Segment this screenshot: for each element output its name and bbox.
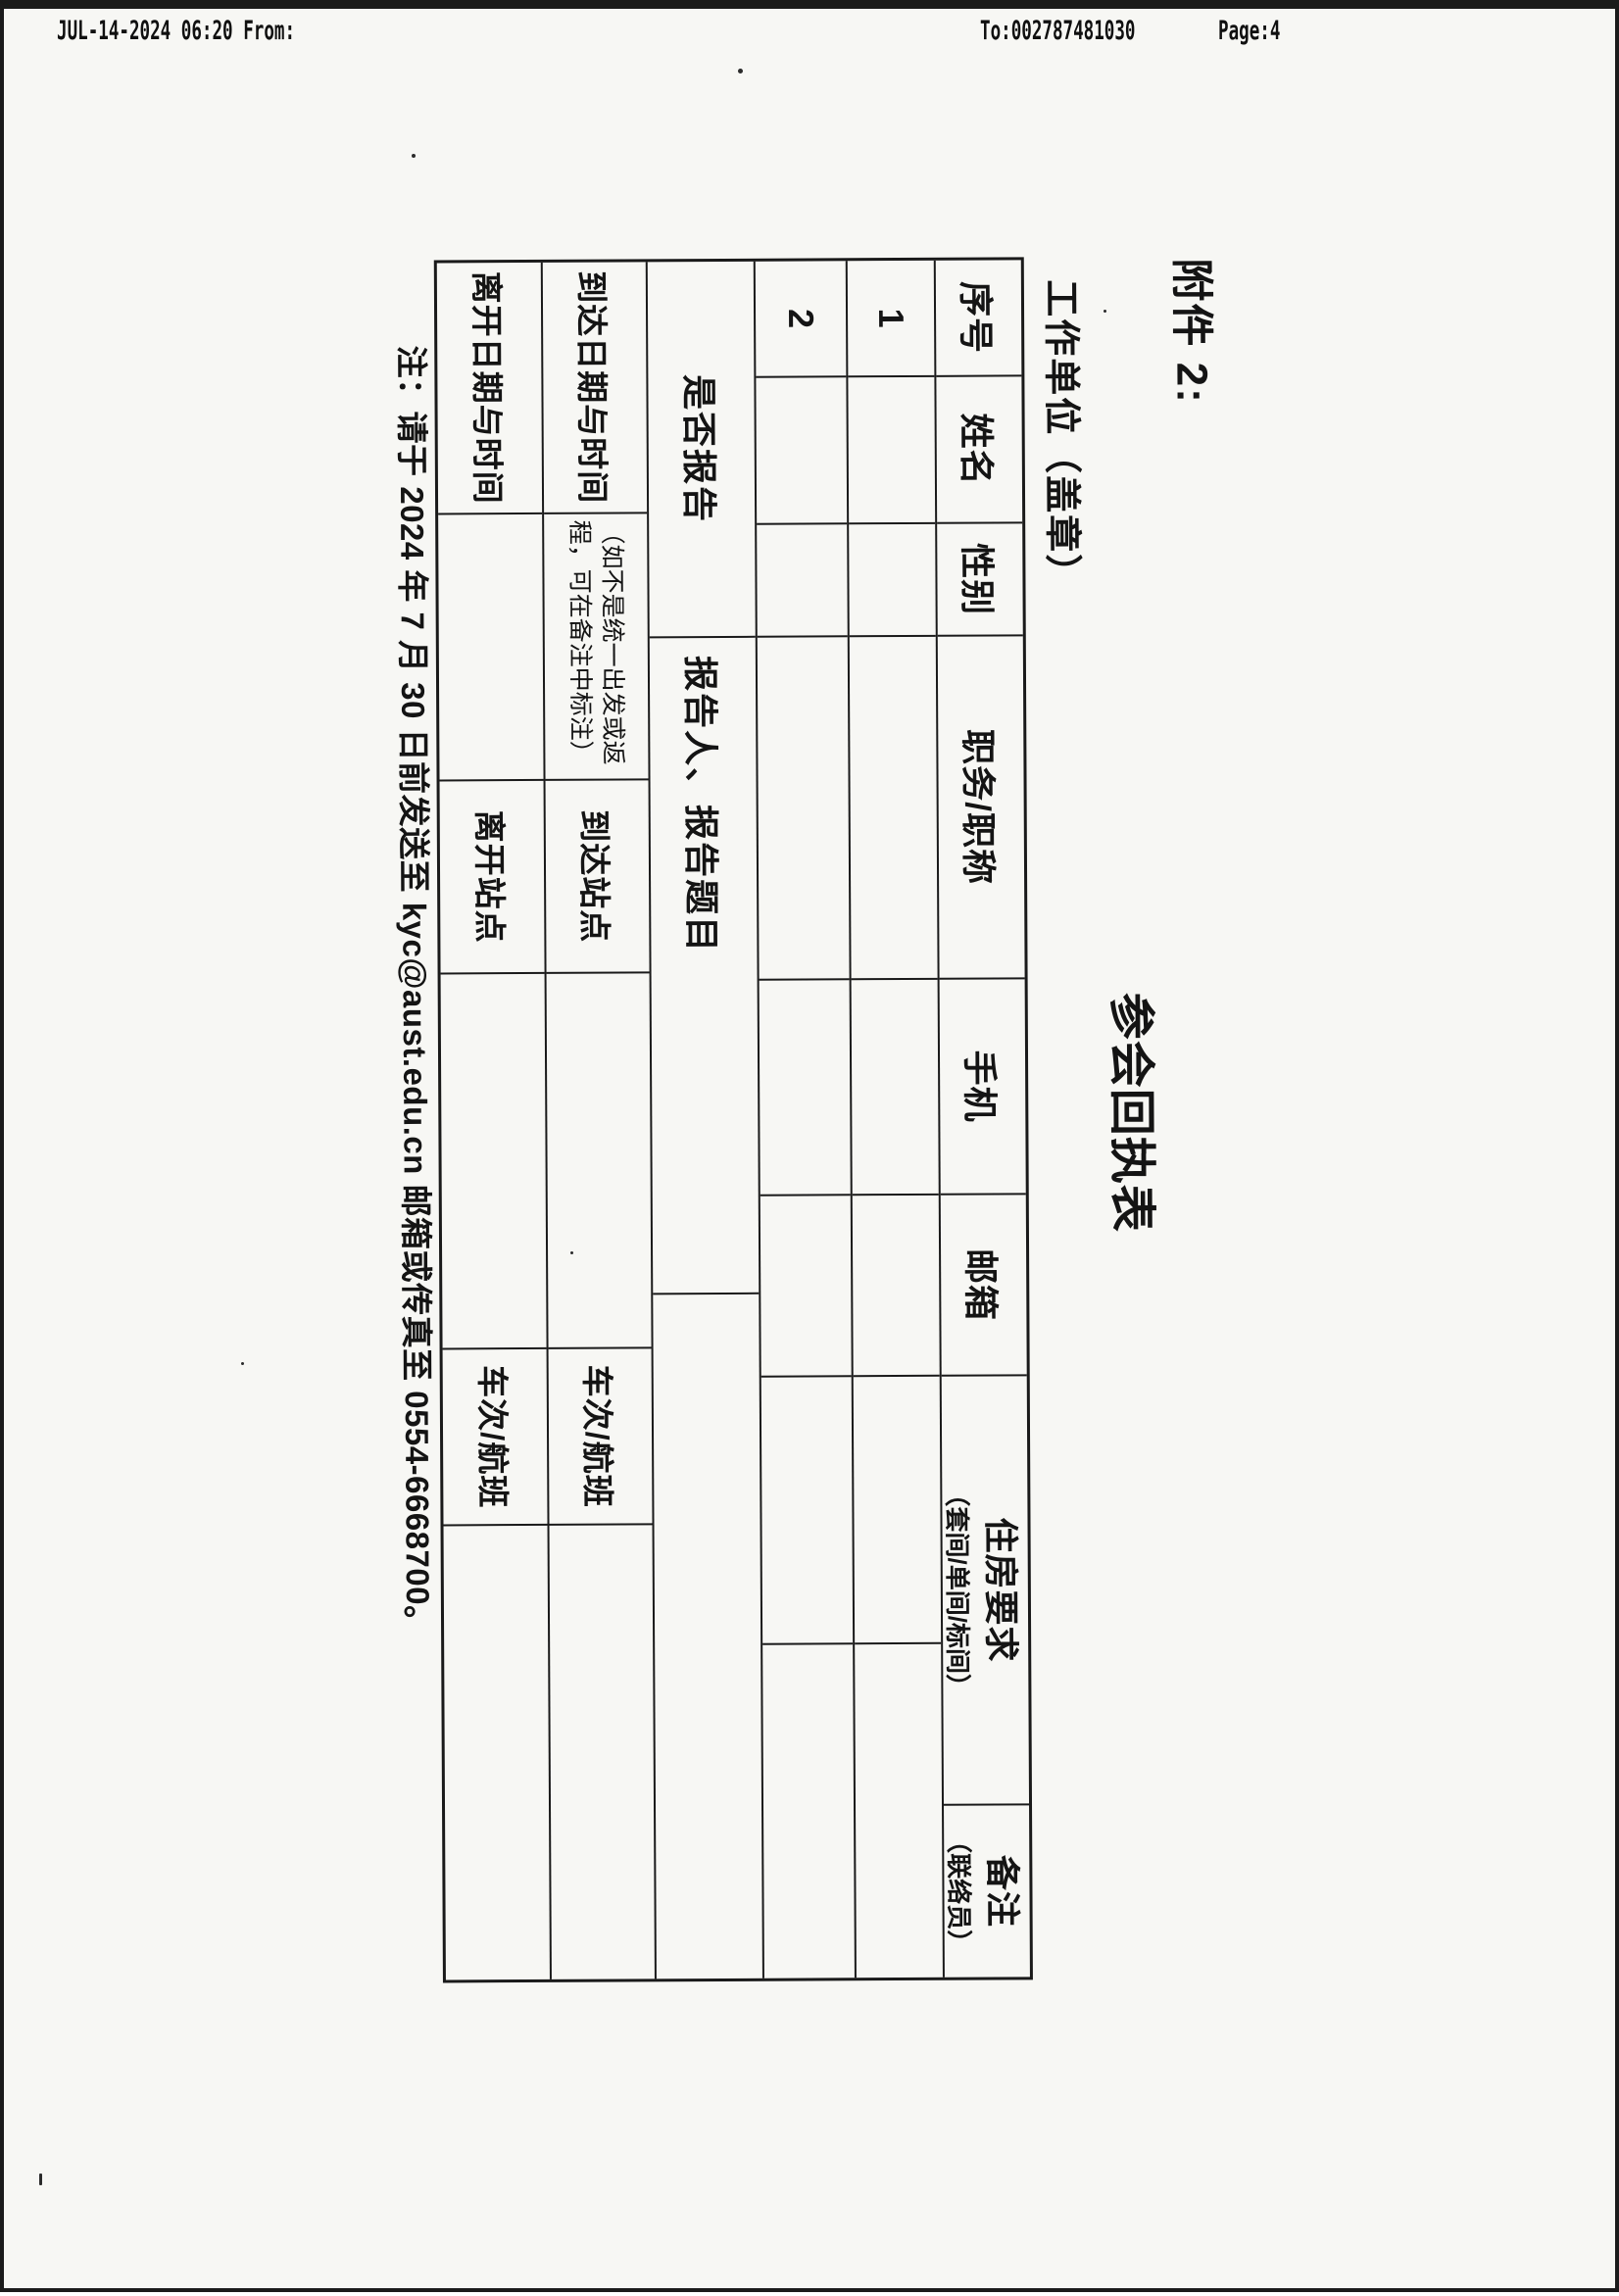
empty-cell [440,971,546,1347]
empty-cell [849,634,937,977]
form-title: 参会回执表 [1101,992,1170,1232]
departure-transport-cell: 车次/航班 [442,1346,547,1524]
arrival-transport-label: 车次/航班 [576,1364,624,1507]
empty-cell [760,1194,851,1375]
col-header-label: 备注 [979,1854,1029,1927]
col-header-zhiwu: 职务/职称 [937,634,1024,977]
empty-cell [757,522,848,635]
row-number-cell: 2 [755,261,846,375]
empty-cell [849,521,936,634]
col-header-xuhao: 序号 [935,260,1021,374]
arrival-station-label: 到达站点 [573,809,621,943]
empty-cell [756,375,847,522]
departure-station-cell: 离开站点 [439,778,544,972]
col-header-label: 邮箱 [957,1247,1008,1320]
col-header-shouji: 手机 [939,977,1025,1193]
departure-row: 离开日期与时间 离开站点 车次/航班 [436,262,551,1979]
arrival-note-cell: （如不是统一出发或返程，可在备注中标注） [544,512,648,779]
col-header-sublabel: （套间/单间/标间） [941,1481,977,1699]
col-header-label: 手机 [957,1050,1007,1122]
empty-cell [762,1642,855,1978]
empty-cell [443,1523,549,1979]
arrival-note: （如不是统一出发或返程，可在备注中标注） [564,519,628,772]
report-question-label: 是否报告 [675,373,727,522]
reporter-title-cell: 报告人、报告题目 [649,635,759,1293]
work-unit-label: 工作单位（盖章） [1037,278,1093,592]
col-header-label: 序号 [953,280,1004,353]
scan-speck [570,1251,573,1254]
col-header-label: 住房要求 [977,1517,1028,1662]
col-header-beizhu: 备注 （联络员） [944,1803,1030,1977]
empty-cell [653,1292,762,1978]
scan-speck [738,69,743,73]
empty-cell [759,978,850,1194]
col-header-xingming: 姓名 [936,374,1022,521]
col-header-label: 姓名 [954,413,1005,485]
row-number: 1 [870,308,911,327]
empty-cell [546,971,651,1347]
empty-cell [853,1374,940,1641]
col-header-sublabel: （联络员） [944,1828,979,1955]
reporter-title-label: 报告人、报告题目 [676,655,729,953]
report-question-cell: 是否报告 [647,261,755,636]
empty-cell [851,977,938,1193]
table-header-row: 序号 姓名 性别 职务/职称 手机 邮箱 住房要求 [935,260,1029,1977]
row-number-cell: 1 [847,260,934,374]
arrival-label: 到达日期与时间 [570,270,618,504]
departure-transport-label: 车次/航班 [470,1364,518,1507]
departure-station-label: 离开站点 [467,809,515,943]
col-header-label: 职务/职称 [955,728,1006,884]
scan-speck [1104,310,1106,313]
table-row: 2 [755,261,856,1978]
scan-speck [241,1362,244,1365]
empty-cell [760,1375,852,1642]
departure-label-cell: 离开日期与时间 [436,262,541,513]
col-header-xingbie: 性别 [937,521,1023,634]
footer-note: 注：请于 2024 年 7 月 30 日前发送至 kyc@aust.edu.cn… [390,345,444,1637]
empty-cell [438,512,543,779]
empty-cell [855,1641,943,1977]
table-row: 1 [847,260,944,1977]
report-row: 是否报告 报告人、报告题目 [647,261,763,1978]
empty-cell [852,1193,939,1374]
col-header-zhufang: 住房要求 （套间/单间/标间） [941,1374,1028,1803]
arrival-label-cell: 到达日期与时间 [542,262,646,513]
col-header-label: 性别 [954,542,1005,614]
row-number: 2 [780,308,821,327]
col-header-youxiang: 邮箱 [940,1193,1026,1374]
arrival-transport-cell: 车次/航班 [548,1346,652,1524]
arrival-row: 到达日期与时间 （如不是统一出发或返程，可在备注中标注） 到达站点 车次/航班 [542,262,656,1979]
empty-cell [549,1523,654,1979]
reply-table: 序号 姓名 性别 职务/职称 手机 邮箱 住房要求 [433,257,1032,1982]
empty-cell [757,635,849,978]
departure-label: 离开日期与时间 [465,270,513,504]
scan-speck [412,154,416,158]
arrival-station-cell: 到达站点 [545,778,649,972]
attachment-label: 附件 2: [1163,258,1227,405]
scan-speck [39,2174,42,2185]
empty-cell [848,374,935,521]
